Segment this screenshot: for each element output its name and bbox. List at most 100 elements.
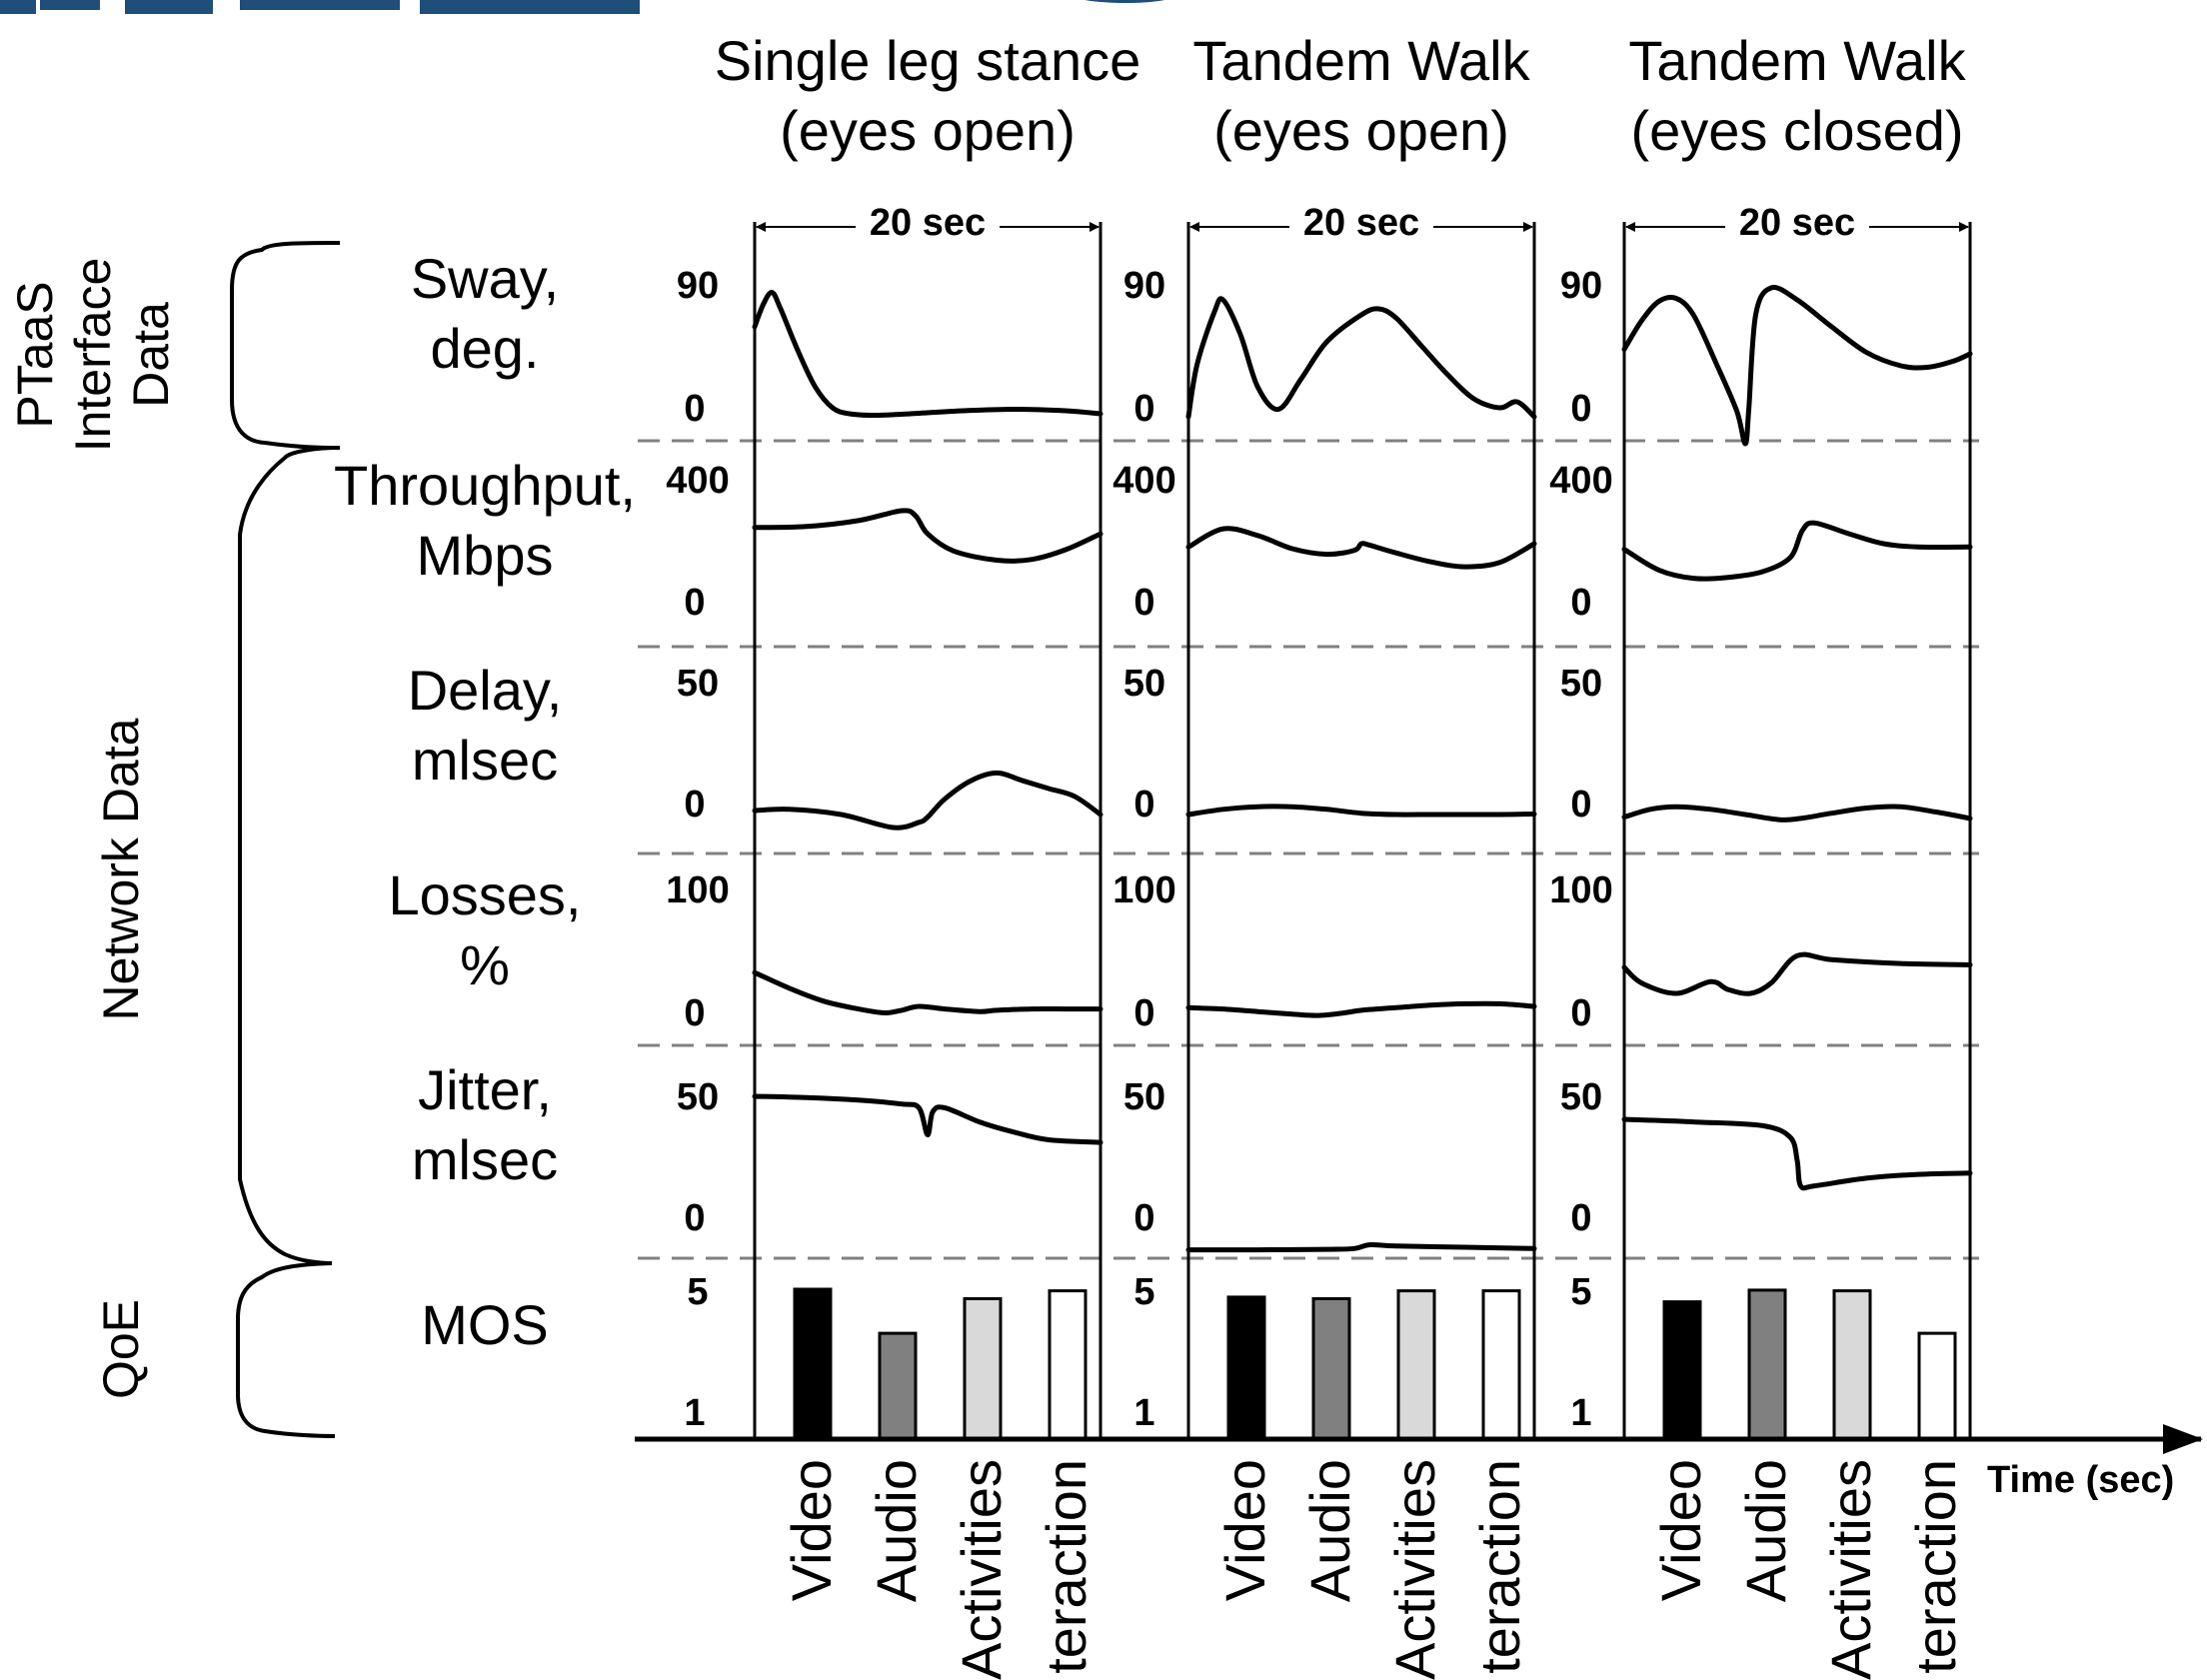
curve-jitter-task-2 (1185, 1241, 1537, 1253)
curve-throughput-task-3 (1621, 520, 1973, 582)
row-separators (638, 439, 1979, 1260)
bar-audio-task-3 (1747, 1288, 1787, 1441)
curve-losses-task-3 (1621, 951, 1973, 996)
y-tick-min-delay: 0 (1570, 784, 1591, 826)
duration-label: 20 sec (1739, 202, 1855, 244)
metric-label-losses: Losses, (389, 863, 582, 926)
duration-label: 20 sec (1303, 202, 1419, 244)
y-tick-max-losses: 100 (1549, 869, 1612, 911)
y-tick-max-jitter: 50 (1560, 1076, 1602, 1118)
bar-label-activities: Activities (1383, 1459, 1446, 1680)
bar-video-task-2 (1226, 1295, 1266, 1441)
bar-video-task-3 (1662, 1300, 1702, 1441)
metric-label-mos: MOS (421, 1293, 549, 1356)
y-tick-max-mos: 5 (1570, 1271, 1591, 1313)
bar-label-audio: Audio (865, 1459, 928, 1602)
bar-label-teraction: teraction (1035, 1459, 1098, 1674)
y-tick-max-delay: 50 (1560, 663, 1602, 705)
metric-label-jitter: mlsec (412, 1128, 558, 1191)
curve-jitter-task-3 (1621, 1116, 1973, 1191)
y-tick-max-losses: 100 (1112, 869, 1175, 911)
y-tick-max-losses: 100 (666, 869, 729, 911)
bar-teraction-task-3 (1917, 1331, 1957, 1441)
time-axis-label: Time (sec) (1987, 1459, 2174, 1501)
y-tick-min-losses: 0 (1133, 992, 1154, 1034)
y-tick-max-sway: 90 (1560, 265, 1602, 307)
bar-label-video: Video (1649, 1459, 1712, 1601)
curve-delay-task-2 (1185, 804, 1537, 818)
curve-throughput-task-2 (1185, 526, 1537, 570)
y-tick-min-mos: 1 (1570, 1392, 1591, 1434)
y-tick-min-sway: 0 (1133, 388, 1154, 430)
task-title-1: (eyes open) (780, 99, 1076, 162)
brace-qoe (236, 1261, 336, 1438)
bar-video-task-1 (793, 1287, 833, 1441)
brace-ptaas (230, 241, 341, 450)
y-tick-min-jitter: 0 (1133, 1197, 1154, 1239)
task-title-2: (eyes open) (1213, 99, 1509, 162)
y-tick-labels: 9004000500100050051900400050010005005190… (666, 265, 1612, 1434)
metric-label-jitter: Jitter, (418, 1058, 552, 1121)
bar-label-video: Video (1213, 1459, 1276, 1601)
brace-network (238, 446, 341, 1265)
metric-label-throughput: Mbps (417, 524, 554, 587)
duration-label: 20 sec (870, 202, 986, 244)
bar-category-labels: Video Audio Activities teraction Video Audio A… (780, 1459, 1967, 1680)
metric-label-throughput: Throughput, (334, 454, 636, 517)
bar-activities-task-1 (963, 1297, 1003, 1441)
group-labels: PTaaSInterfaceData Network Data QoE (7, 258, 179, 1399)
y-tick-max-sway: 90 (1123, 265, 1165, 307)
curve-losses-task-1 (752, 969, 1104, 1016)
y-tick-min-throughput: 0 (1570, 582, 1591, 624)
task-title-3: (eyes closed) (1630, 99, 1963, 162)
curve-delay-task-3 (1621, 804, 1973, 823)
bar-teraction-task-1 (1048, 1289, 1088, 1441)
metric-label-delay: Delay, (408, 659, 563, 722)
bar-activities-task-3 (1832, 1289, 1872, 1441)
y-tick-min-losses: 0 (684, 992, 705, 1034)
task-title-3: Tandem Walk (1628, 29, 1966, 92)
y-tick-min-sway: 0 (684, 388, 705, 430)
y-tick-max-throughput: 400 (666, 460, 729, 502)
y-tick-max-jitter: 50 (677, 1076, 719, 1118)
bar-label-teraction: teraction (1904, 1459, 1967, 1674)
group-label-qoe: QoE (93, 1299, 149, 1399)
y-tick-min-mos: 1 (684, 1392, 705, 1434)
y-tick-min-delay: 0 (1133, 784, 1154, 826)
series-curves (752, 285, 1973, 1253)
curve-delay-task-1 (752, 770, 1104, 831)
curve-throughput-task-1 (752, 508, 1104, 564)
task-title-1: Single leg stance (715, 29, 1141, 92)
y-tick-min-throughput: 0 (1133, 582, 1154, 624)
bar-teraction-task-2 (1481, 1289, 1521, 1441)
metric-label-sway: Sway, (411, 247, 559, 310)
task-headers: Single leg stance (eyes open) Tandem Walk (… (715, 29, 1967, 162)
curve-jitter-task-1 (752, 1093, 1104, 1145)
bar-label-audio: Audio (1734, 1459, 1797, 1602)
bar-audio-task-1 (878, 1331, 918, 1441)
group-label-network: Network Data (93, 718, 149, 1020)
metric-label-sway: deg. (431, 317, 540, 380)
panel-borders (753, 222, 1972, 1439)
y-tick-min-mos: 1 (1133, 1392, 1154, 1434)
bar-label-activities: Activities (950, 1459, 1013, 1680)
y-tick-min-jitter: 0 (1570, 1197, 1591, 1239)
curve-sway-task-2 (1185, 296, 1537, 420)
bar-label-activities: Activities (1819, 1459, 1882, 1680)
bar-label-video: Video (780, 1459, 843, 1601)
duration-markers: 20 sec 20 sec 20 sec (756, 202, 1969, 244)
cropped-slide-title-fragment (0, 0, 1164, 14)
bar-audio-task-2 (1311, 1297, 1351, 1441)
metric-label-losses: % (460, 933, 510, 996)
bar-activities-task-2 (1396, 1289, 1436, 1441)
group-braces (230, 241, 341, 1438)
y-tick-max-delay: 50 (677, 663, 719, 705)
y-tick-max-throughput: 400 (1112, 460, 1175, 502)
y-tick-max-mos: 5 (1133, 1271, 1154, 1313)
y-tick-max-throughput: 400 (1549, 460, 1612, 502)
metric-labels: Sway, deg. Throughput, Mbps Delay, mlsec Losse… (334, 247, 636, 1356)
task-title-2: Tandem Walk (1192, 29, 1530, 92)
y-tick-min-sway: 0 (1570, 388, 1591, 430)
mos-bars (793, 1287, 1957, 1441)
